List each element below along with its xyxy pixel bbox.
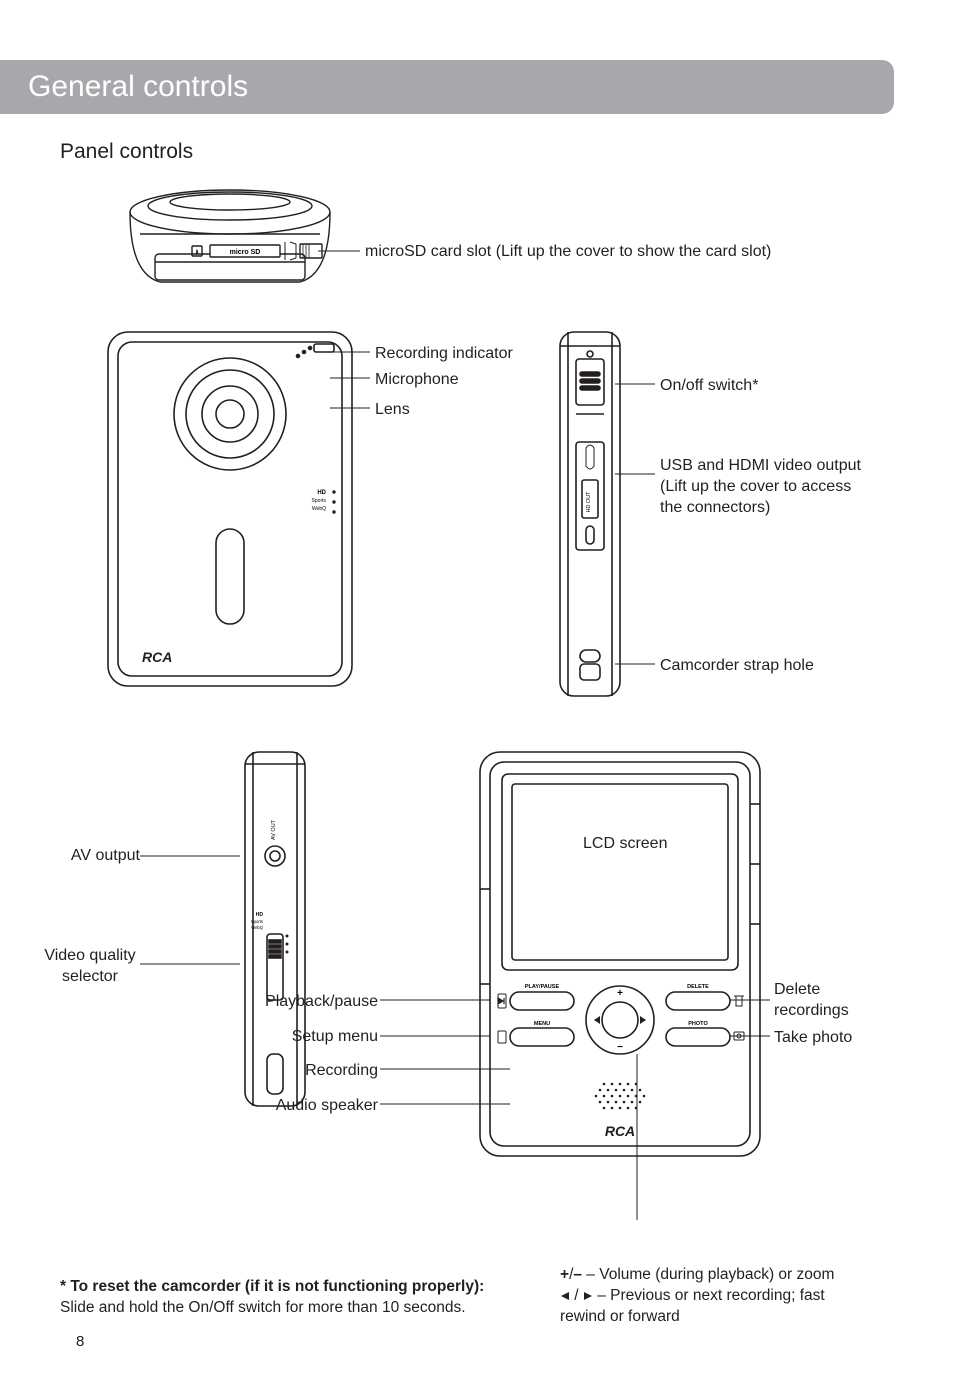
- svg-text:WebQ: WebQ: [312, 506, 326, 512]
- svg-text:HD: HD: [256, 912, 264, 918]
- svg-text:WebQ: WebQ: [251, 925, 264, 930]
- left-arrow-icon: [560, 1291, 570, 1301]
- svg-text:⬇: ⬇: [194, 249, 199, 256]
- svg-text:PHOTO: PHOTO: [688, 1021, 708, 1027]
- svg-text:DELETE: DELETE: [687, 984, 709, 990]
- label-lcd: LCD screen: [583, 834, 667, 855]
- svg-text:Sports: Sports: [312, 498, 327, 504]
- label-delete: Delete recordings: [774, 980, 849, 1022]
- microsd-slot-label: micro SD: [230, 249, 261, 256]
- leader-dpad: [635, 1054, 639, 1224]
- svg-text:Sports: Sports: [251, 919, 263, 924]
- label-setup: Setup menu: [260, 1027, 378, 1048]
- svg-text:PLAY/PAUSE: PLAY/PAUSE: [525, 984, 560, 990]
- brand-front: RCA: [142, 649, 172, 665]
- label-av-out: AV output: [66, 846, 140, 867]
- label-microphone: Microphone: [375, 370, 459, 391]
- back-view-diagram: + − PLAY/PAUSE DELETE MENU PHOTO RCA: [470, 744, 770, 1164]
- label-recording: Recording: [260, 1061, 378, 1082]
- svg-text:MENU: MENU: [534, 1021, 550, 1027]
- leaders-left-side: [140, 824, 250, 994]
- diagram-area: micro SD ⬇ microSD card slot (Lift up th…: [60, 184, 894, 1234]
- label-microsd: microSD card slot (Lift up the cover to …: [365, 242, 795, 263]
- label-lens: Lens: [375, 400, 410, 421]
- label-quality: Video quality selector: [40, 946, 140, 988]
- svg-text:+: +: [617, 988, 623, 999]
- svg-text:−: −: [617, 1042, 623, 1053]
- label-onoff: On/off switch*: [660, 376, 758, 397]
- right-arrow-icon: [583, 1291, 593, 1301]
- page-number: 8: [76, 1333, 84, 1350]
- leaders-back-left: [380, 974, 510, 1144]
- svg-text:HD: HD: [317, 490, 326, 496]
- section-title: Panel controls: [60, 140, 894, 164]
- svg-text:AV OUT: AV OUT: [271, 819, 277, 840]
- label-playpause: Playback/pause: [260, 992, 378, 1013]
- label-rec-indicator: Recording indicator: [375, 344, 513, 365]
- label-strap: Camcorder strap hole: [660, 656, 814, 677]
- brand-back: RCA: [605, 1123, 635, 1139]
- label-speaker: Audio speaker: [260, 1096, 378, 1117]
- label-usb-hdmi: USB and HDMI video output (Lift up the c…: [660, 456, 890, 518]
- label-photo: Take photo: [774, 1028, 852, 1049]
- chapter-title: General controls: [0, 60, 894, 114]
- front-view-diagram: HD Sports WebQ RCA: [100, 324, 360, 694]
- footnote-reset: * To reset the camcorder (if it is not f…: [60, 1277, 530, 1319]
- footnote-controls: +/– – Volume (during playback) or zoom /…: [560, 1265, 900, 1328]
- svg-text:HD OUT: HD OUT: [586, 491, 592, 513]
